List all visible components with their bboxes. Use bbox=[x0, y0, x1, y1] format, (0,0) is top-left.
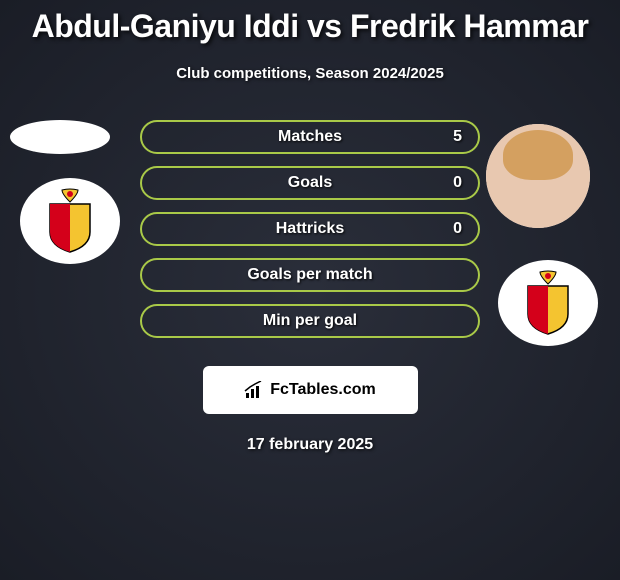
brand-text: FcTables.com bbox=[270, 381, 376, 399]
stat-value: 5 bbox=[453, 128, 462, 146]
stat-label: Goals bbox=[288, 174, 332, 192]
stat-value: 0 bbox=[453, 174, 462, 192]
stat-row: Hattricks 0 bbox=[140, 212, 480, 246]
player-left-avatar bbox=[10, 120, 110, 154]
club-crest-left bbox=[20, 178, 120, 264]
player-right-avatar bbox=[486, 124, 590, 228]
brand-badge[interactable]: FcTables.com bbox=[203, 366, 418, 414]
subtitle: Club competitions, Season 2024/2025 bbox=[0, 65, 620, 82]
stat-row: Goals per match bbox=[140, 258, 480, 292]
stat-label: Hattricks bbox=[276, 220, 344, 238]
stat-label: Min per goal bbox=[263, 312, 357, 330]
stat-label: Matches bbox=[278, 128, 342, 146]
player-face-placeholder bbox=[486, 124, 590, 228]
stat-row: Goals 0 bbox=[140, 166, 480, 200]
chart-icon bbox=[244, 381, 264, 399]
shield-icon bbox=[42, 188, 98, 254]
stat-value: 0 bbox=[453, 220, 462, 238]
page-title: Abdul-Ganiyu Iddi vs Fredrik Hammar bbox=[0, 0, 620, 45]
club-crest-right bbox=[498, 260, 598, 346]
stat-row: Min per goal bbox=[140, 304, 480, 338]
stat-row: Matches 5 bbox=[140, 120, 480, 154]
date-label: 17 february 2025 bbox=[0, 436, 620, 454]
stat-label: Goals per match bbox=[247, 266, 372, 284]
shield-icon bbox=[520, 270, 576, 336]
